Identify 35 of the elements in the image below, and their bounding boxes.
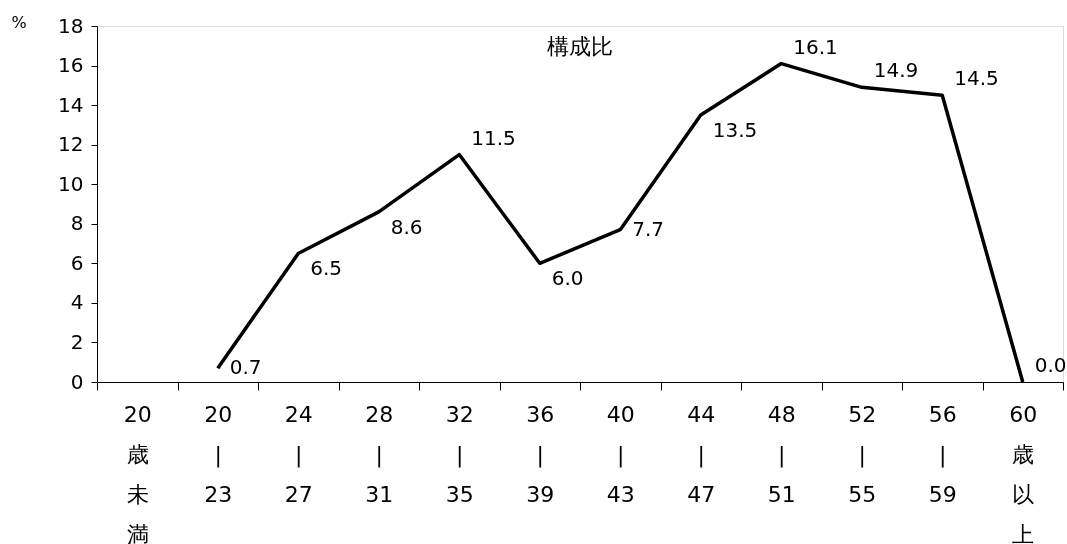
x-tick-label: 28 | 31 [365, 401, 394, 507]
y-tick-label: 8 [70, 211, 84, 236]
y-axis-title: % [11, 12, 27, 32]
x-tick-label: 20 | 23 [204, 401, 233, 507]
x-tick-label: 24 | 27 [284, 401, 313, 507]
data-label: 14.5 [954, 66, 999, 91]
y-tick-label: 16 [58, 53, 84, 78]
chart-title: 構成比 [547, 34, 613, 59]
data-label: 0.7 [229, 355, 262, 380]
data-label: 11.5 [471, 125, 516, 150]
y-tick-label: 10 [58, 171, 84, 196]
y-tick-label: 0 [70, 369, 84, 394]
x-tick-label: 52 | 55 [848, 401, 877, 507]
data-label: 14.9 [873, 58, 919, 83]
data-label: 6.0 [551, 266, 584, 291]
y-tick-label: 14 [58, 92, 84, 117]
data-label: 6.5 [310, 256, 343, 281]
x-tick-label: 32 | 35 [445, 401, 474, 507]
data-label: 16.1 [793, 34, 838, 59]
x-tick-label: 20歳未満 [123, 401, 152, 544]
x-tick-label: 44 | 47 [687, 401, 716, 507]
x-tick-label: 56 | 59 [928, 401, 957, 507]
y-tick-label: 18 [58, 13, 84, 38]
y-tick-label: 4 [70, 290, 84, 315]
x-tick-label: 60歳以上 [1009, 401, 1038, 544]
x-tick-label: 48 | 51 [767, 401, 796, 507]
data-label: 8.6 [390, 214, 423, 239]
x-tick-label: 40 | 43 [606, 401, 635, 507]
data-label: 0.0 [1034, 353, 1067, 377]
y-tick-label: 2 [70, 329, 84, 354]
y-tick-label: 12 [58, 132, 84, 157]
y-tick-label: 6 [70, 250, 84, 275]
x-tick-label: 36 | 39 [526, 401, 555, 507]
data-label: 7.7 [632, 216, 665, 241]
data-label: 13.5 [712, 118, 758, 142]
